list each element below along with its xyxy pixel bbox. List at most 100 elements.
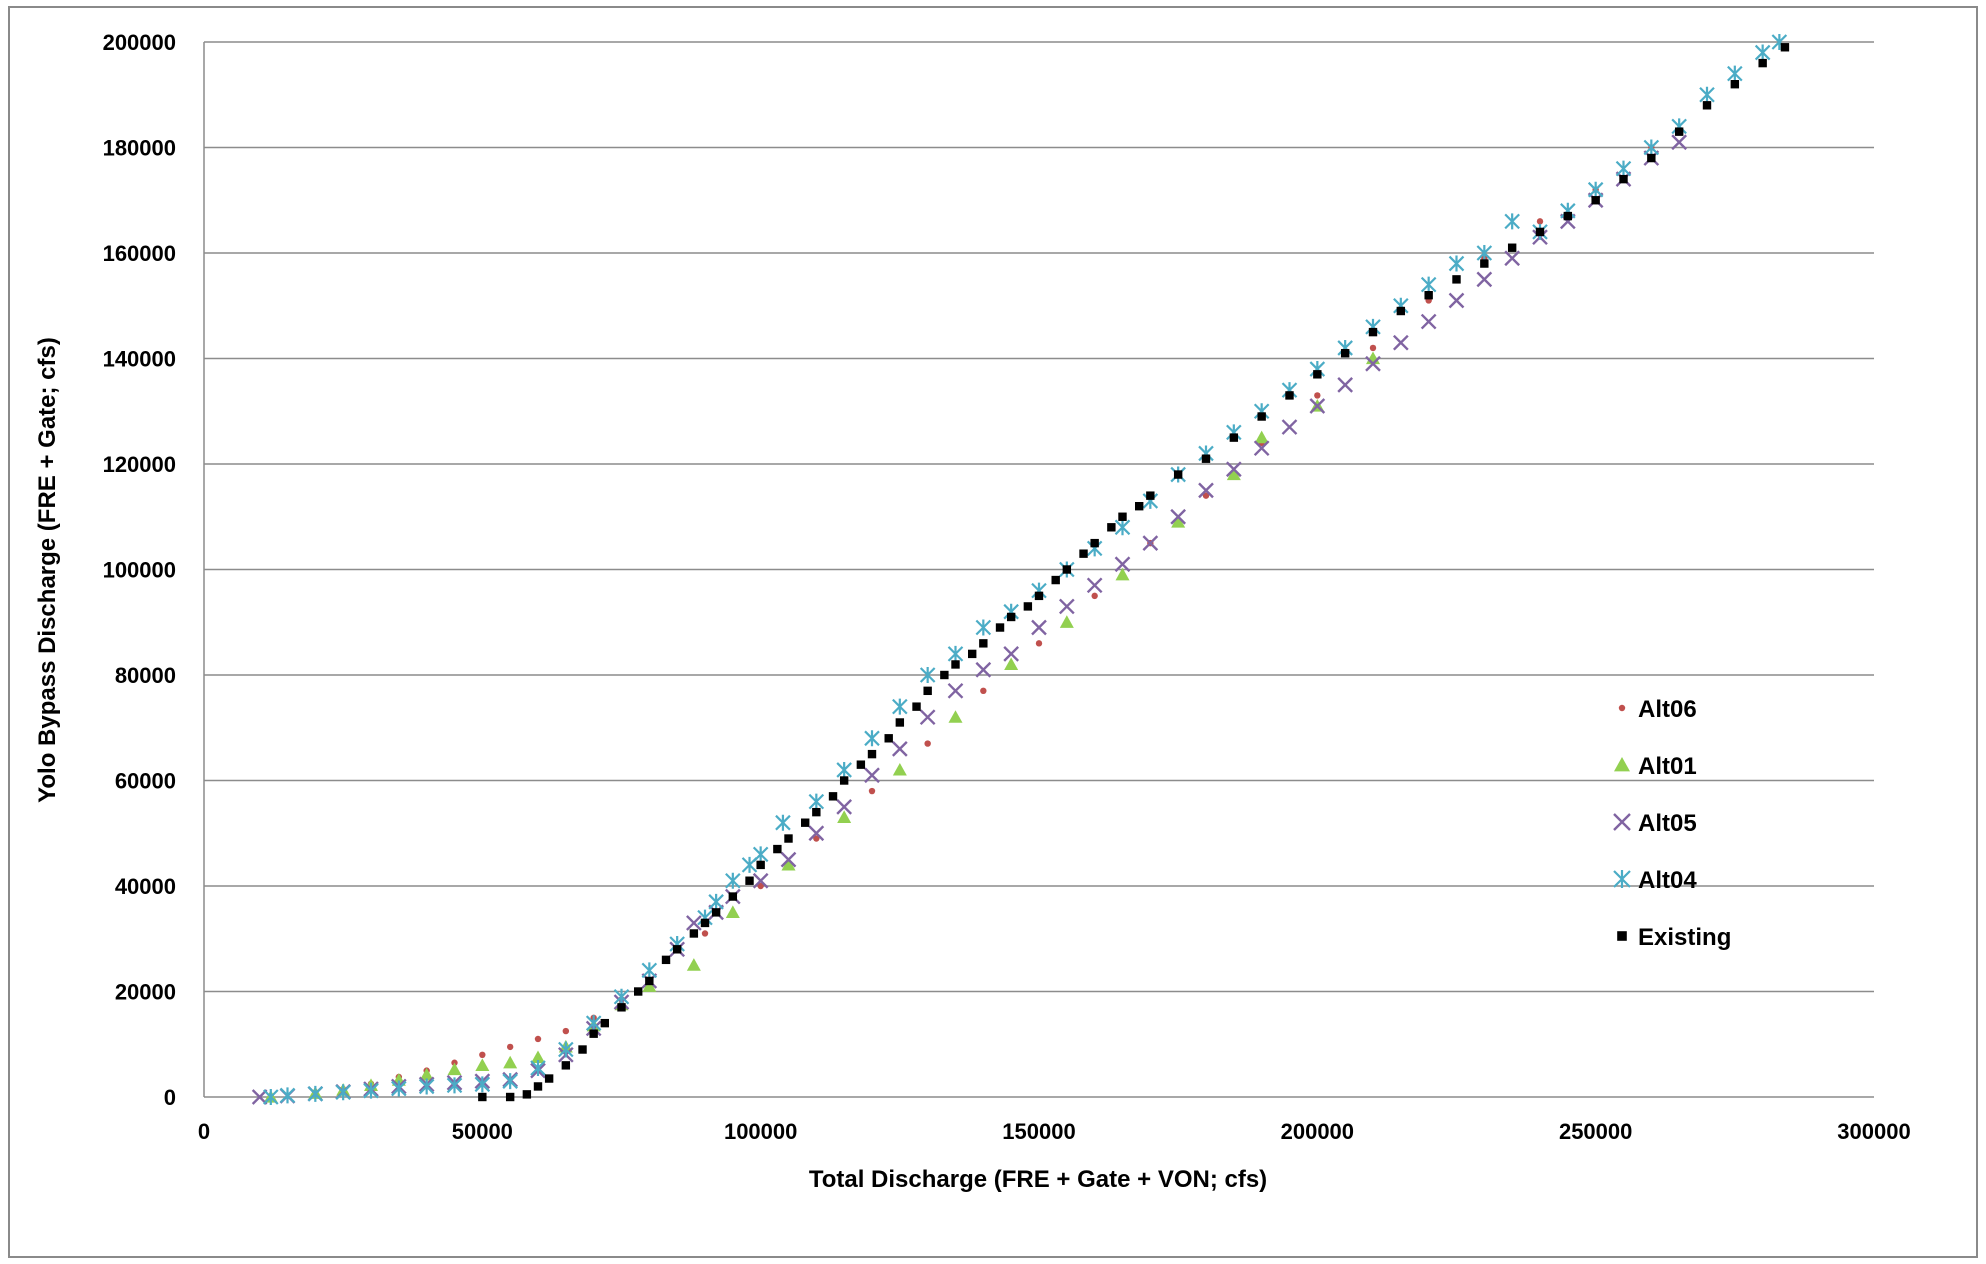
data-point	[1060, 599, 1074, 613]
y-axis-title: Yolo Bypass Discharge (FRE + Gate; cfs)	[34, 337, 61, 803]
data-point	[812, 808, 820, 816]
data-point	[475, 1058, 489, 1071]
data-point	[1728, 66, 1742, 82]
data-point	[1369, 328, 1377, 336]
data-point	[1230, 433, 1238, 441]
data-point	[951, 660, 959, 668]
data-point	[893, 699, 907, 715]
data-point	[1394, 336, 1408, 350]
data-point	[545, 1074, 553, 1082]
data-point	[1255, 431, 1269, 444]
data-point	[448, 1063, 462, 1076]
data-point	[1146, 491, 1154, 499]
legend: Alt06 Alt01 Alt05 Alt04 Existing	[1614, 696, 1731, 951]
data-point	[1079, 549, 1087, 557]
data-point	[578, 1045, 586, 1053]
data-point	[563, 1028, 569, 1034]
data-point	[308, 1086, 322, 1102]
x-tick-label: 250000	[1559, 1119, 1632, 1144]
data-point	[809, 794, 823, 810]
data-point	[1118, 513, 1126, 521]
data-point	[1036, 640, 1042, 646]
data-point	[1285, 391, 1293, 399]
data-point	[479, 1052, 485, 1058]
data-point	[1091, 593, 1097, 599]
data-point	[662, 956, 670, 964]
legend-label: Alt06	[1638, 696, 1697, 723]
x-tick-label: 300000	[1837, 1119, 1910, 1144]
y-tick-label: 20000	[115, 980, 176, 1005]
data-point	[645, 977, 653, 985]
data-point	[1536, 228, 1544, 236]
data-point	[709, 894, 723, 910]
x-axis-title: Total Discharge (FRE + Gate + VON; cfs)	[809, 1166, 1267, 1193]
data-point	[1088, 578, 1102, 592]
data-point	[503, 1056, 517, 1069]
data-point	[1537, 218, 1543, 224]
data-point	[840, 776, 848, 784]
x-tick-label: 50000	[452, 1119, 513, 1144]
y-tick-label: 140000	[103, 347, 176, 372]
data-point	[729, 892, 737, 900]
data-point	[690, 929, 698, 937]
x-tick-label: 0	[198, 1119, 210, 1144]
data-point	[1370, 345, 1376, 351]
legend-marker-alt04	[1614, 870, 1630, 888]
data-point	[562, 1061, 570, 1069]
data-point	[940, 671, 948, 679]
x-tick-label: 200000	[1281, 1119, 1354, 1144]
data-point	[1283, 420, 1297, 434]
data-point	[1617, 161, 1631, 177]
data-point	[634, 987, 642, 995]
gridlines	[204, 42, 1874, 992]
data-point	[924, 740, 930, 746]
data-point	[589, 1030, 597, 1038]
y-tick-labels: 0200004000060000800001000001200001400001…	[103, 30, 176, 1110]
data-point	[773, 845, 781, 853]
data-point	[923, 687, 931, 695]
data-point	[801, 819, 809, 827]
data-point	[745, 877, 753, 885]
data-point	[1756, 45, 1770, 61]
data-point	[1313, 370, 1321, 378]
data-point	[1450, 256, 1464, 272]
data-point	[976, 620, 990, 636]
data-point	[1007, 613, 1015, 621]
data-point	[980, 688, 986, 694]
data-point	[885, 734, 893, 742]
data-point	[523, 1090, 531, 1098]
data-point	[1564, 212, 1572, 220]
data-point	[1758, 59, 1766, 67]
data-point	[949, 684, 963, 698]
data-point	[1202, 455, 1210, 463]
data-point	[1505, 213, 1519, 229]
data-point	[1116, 519, 1130, 535]
data-point	[1060, 615, 1074, 628]
x-tick-labels: 0 50000 100000 150000 200000 250000 300000	[198, 1119, 1911, 1144]
data-point	[1338, 378, 1352, 392]
data-point	[506, 1093, 514, 1101]
data-point	[503, 1073, 517, 1089]
data-point	[1591, 196, 1599, 204]
data-point	[949, 646, 963, 662]
series-alt05	[253, 135, 1687, 1104]
legend-label: Alt04	[1638, 867, 1697, 894]
data-point	[1477, 272, 1491, 286]
data-point	[893, 763, 907, 776]
data-point	[893, 742, 907, 756]
legend-marker-alt01	[1614, 757, 1630, 771]
data-point	[1422, 315, 1436, 329]
data-point	[478, 1093, 486, 1101]
data-point	[776, 815, 790, 831]
data-point	[726, 873, 740, 889]
data-point	[829, 792, 837, 800]
data-point	[726, 905, 740, 918]
data-point	[392, 1081, 406, 1097]
data-point	[534, 1082, 542, 1090]
data-point	[448, 1077, 462, 1093]
data-point	[702, 930, 708, 936]
data-point	[949, 710, 963, 723]
data-point	[869, 788, 875, 794]
data-point	[968, 650, 976, 658]
data-point	[701, 919, 709, 927]
